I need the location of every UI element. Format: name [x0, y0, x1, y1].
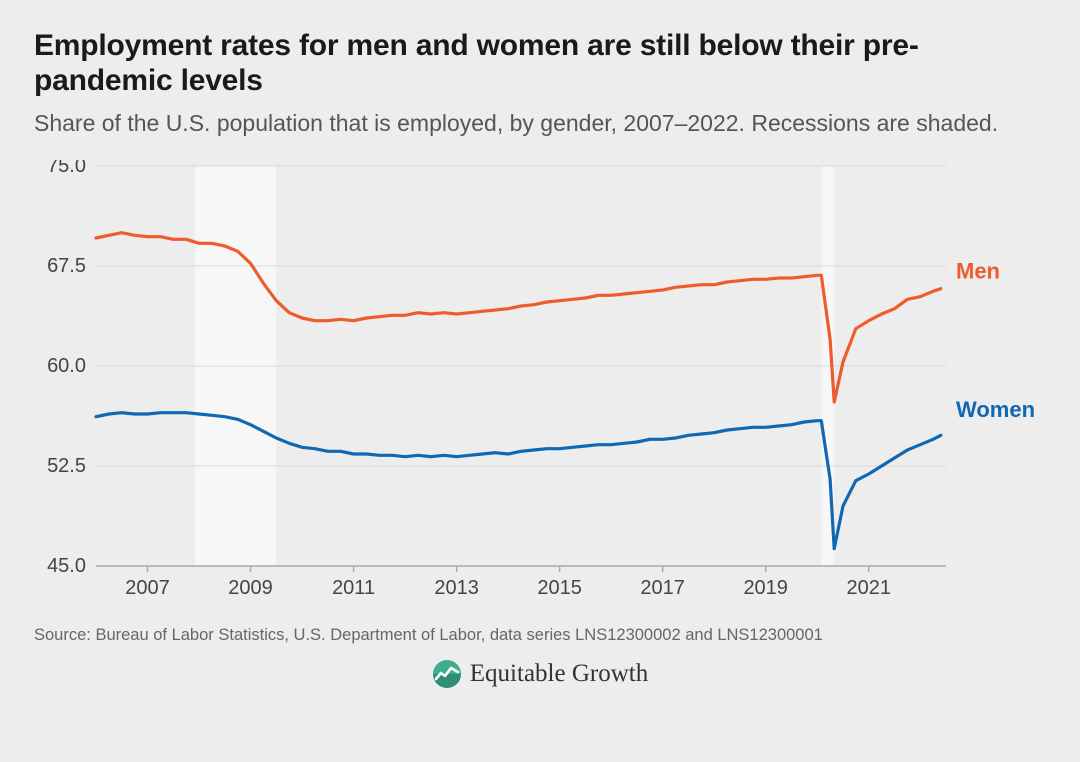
svg-text:2011: 2011: [332, 577, 375, 599]
svg-text:52.5: 52.5: [47, 455, 86, 477]
svg-text:75.0: 75.0: [47, 160, 86, 177]
svg-text:45.0: 45.0: [47, 555, 86, 577]
svg-text:Men: Men: [956, 258, 1000, 283]
svg-text:2007: 2007: [125, 577, 170, 599]
chart-svg: 45.0 52.5 60.0 67.5 75.0 2007 2009 2011 2013 2015…: [34, 160, 1046, 608]
svg-text:2017: 2017: [640, 577, 685, 599]
brand-icon: [432, 659, 462, 689]
svg-text:2013: 2013: [434, 577, 479, 599]
chart-subtitle: Share of the U.S. population that is emp…: [34, 109, 1046, 138]
svg-text:2015: 2015: [537, 577, 582, 599]
svg-text:2009: 2009: [228, 577, 273, 599]
svg-text:2019: 2019: [743, 577, 788, 599]
source-line: Source: Bureau of Labor Statistics, U.S.…: [34, 626, 1046, 645]
footer: Equitable Growth: [34, 659, 1046, 694]
svg-text:Women: Women: [956, 397, 1035, 422]
line-chart: 45.0 52.5 60.0 67.5 75.0 2007 2009 2011 2013 2015…: [34, 160, 1046, 608]
svg-text:60.0: 60.0: [47, 355, 86, 377]
svg-text:67.5: 67.5: [47, 255, 86, 277]
brand-text: Equitable Growth: [470, 660, 648, 688]
brand-logo: Equitable Growth: [432, 659, 648, 689]
chart-title: Employment rates for men and women are s…: [34, 28, 1046, 99]
svg-text:2021: 2021: [846, 577, 891, 599]
